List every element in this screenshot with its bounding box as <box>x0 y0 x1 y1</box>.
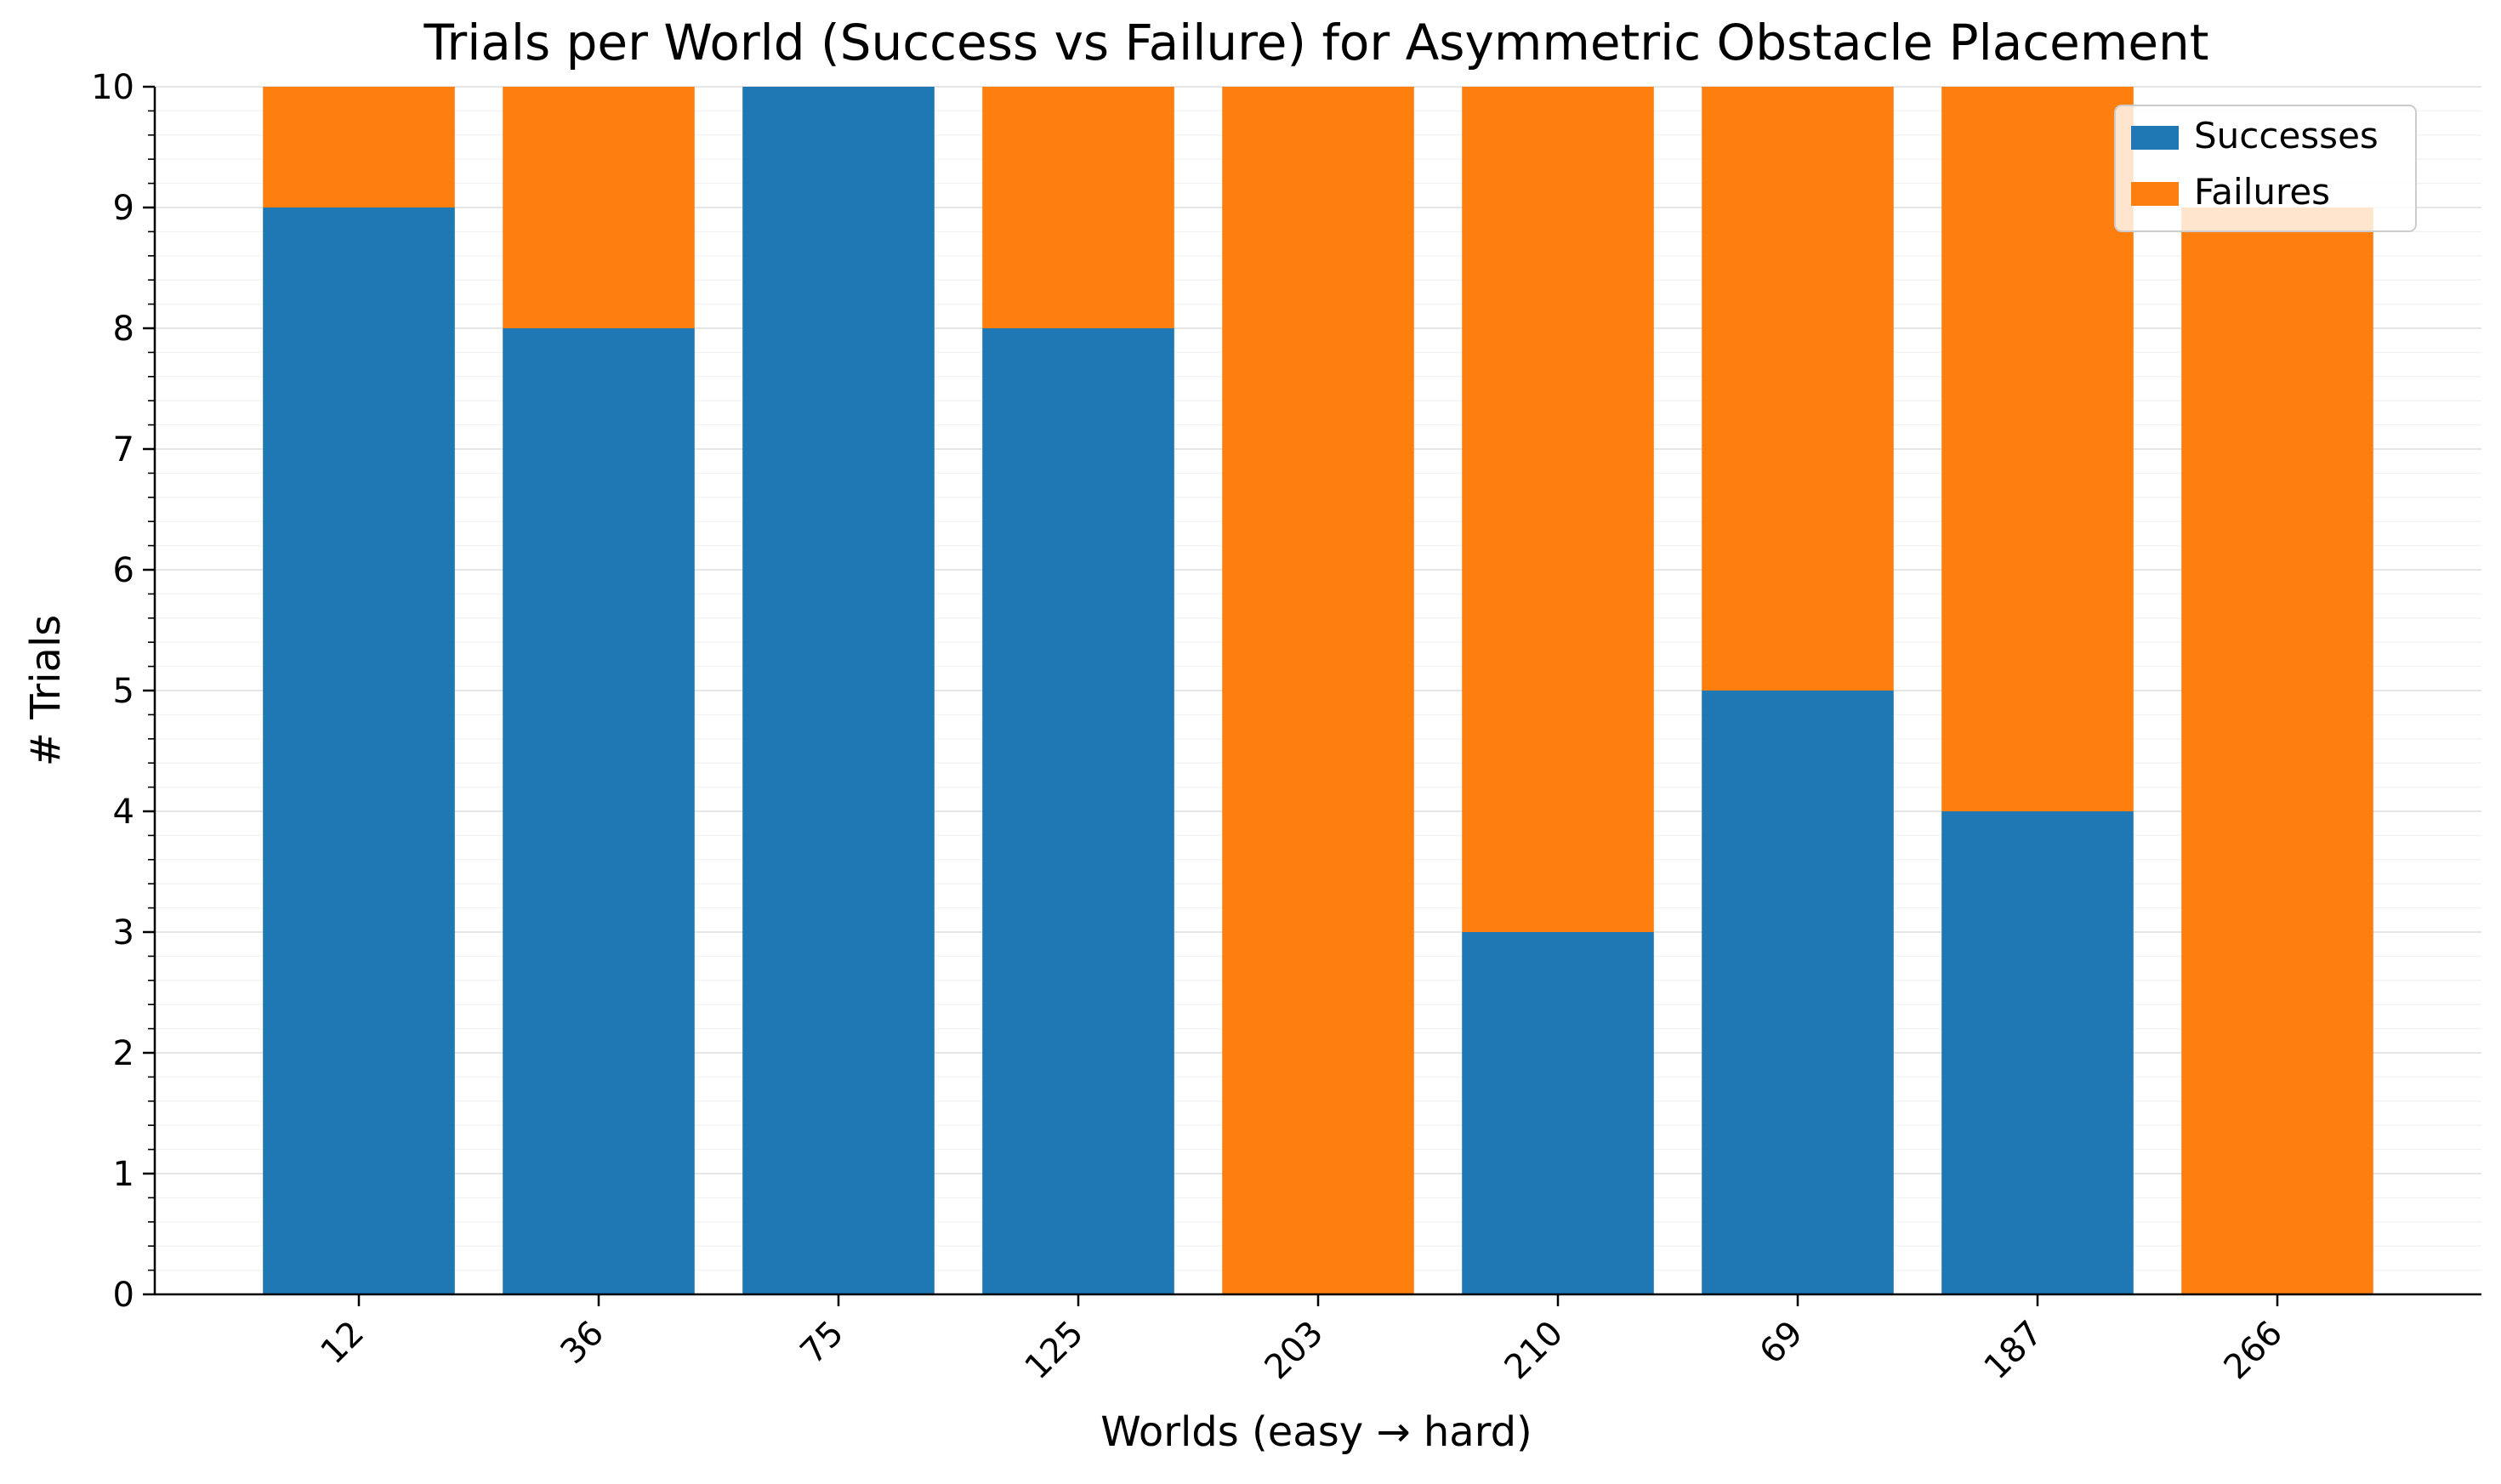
legend-label-successes: Successes <box>2194 115 2379 156</box>
y-tick-label: 9 <box>113 189 134 228</box>
x-tick-label-12: 12 <box>314 1314 372 1373</box>
x-tick-label-125: 125 <box>1018 1314 1092 1388</box>
bar-failures-210 <box>1462 87 1654 932</box>
y-tick-label: 1 <box>113 1155 134 1194</box>
y-tick-label: 7 <box>113 430 134 469</box>
legend-swatch-successes <box>2131 126 2179 150</box>
y-tick-label: 8 <box>113 310 134 349</box>
legend: Successes Failures <box>2114 105 2417 232</box>
legend-frame <box>2114 105 2417 232</box>
bar-failures-203 <box>1222 87 1414 1294</box>
y-tick-label: 0 <box>113 1276 134 1315</box>
bar-successes-125 <box>982 328 1174 1294</box>
bar-failures-69 <box>1702 87 1894 691</box>
x-tick-label-203: 203 <box>1258 1314 1332 1388</box>
y-tick-label: 6 <box>113 551 134 590</box>
x-tick-label-69: 69 <box>1753 1314 1811 1373</box>
chart-title: Trials per World (Success vs Failure) fo… <box>423 14 2208 71</box>
y-tick-label: 4 <box>113 793 134 832</box>
bar-failures-36 <box>503 87 695 328</box>
x-tick-label-266: 266 <box>2217 1314 2291 1388</box>
bar-successes-210 <box>1462 932 1654 1294</box>
bar-successes-36 <box>503 328 695 1294</box>
x-tick-label-75: 75 <box>793 1314 852 1373</box>
y-tick-label: 10 <box>91 68 134 107</box>
y-tick-label: 3 <box>113 913 134 952</box>
bar-successes-75 <box>742 87 935 1294</box>
x-axis-label: Worlds (easy → hard) <box>1100 1408 1532 1456</box>
bar-failures-12 <box>263 87 455 208</box>
x-tick-label-36: 36 <box>554 1314 612 1373</box>
bar-failures-187 <box>1941 87 2134 811</box>
bar-failures-125 <box>982 87 1174 328</box>
bar-failures-266 <box>2181 208 2373 1294</box>
legend-label-failures: Failures <box>2194 171 2330 213</box>
legend-swatch-failures <box>2131 182 2179 206</box>
bar-successes-187 <box>1941 811 2134 1294</box>
x-tick-label-210: 210 <box>1498 1314 1572 1388</box>
y-tick-label: 2 <box>113 1034 134 1073</box>
bars-layer <box>263 87 2373 1294</box>
bar-successes-69 <box>1702 691 1894 1294</box>
bar-successes-12 <box>263 208 455 1294</box>
x-tick-label-187: 187 <box>1977 1314 2051 1388</box>
y-axis-label: # Trials <box>22 615 70 767</box>
y-tick-label: 5 <box>113 672 134 711</box>
